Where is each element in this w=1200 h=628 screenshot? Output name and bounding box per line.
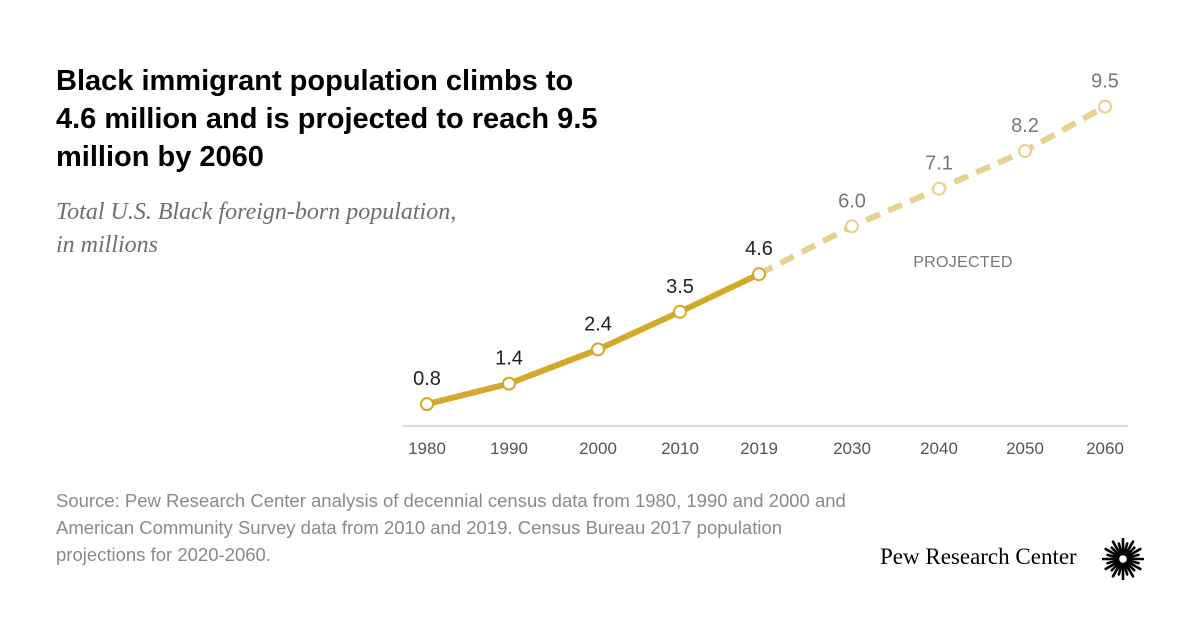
data-label: 1.4 [495,348,523,370]
data-label: 0.8 [413,368,441,390]
x-tick-label: 1980 [408,439,446,458]
x-tick-label: 2040 [920,439,958,458]
x-tick-label: 2050 [1006,439,1044,458]
data-point-marker [591,342,605,357]
x-tick-label: 2019 [740,439,778,458]
data-point-marker [1098,99,1112,114]
data-point-marker [752,267,766,282]
brand-name: Pew Research Center [880,544,1077,569]
x-tick-label: 1990 [490,439,528,458]
pew-logo-icon [1102,538,1144,580]
data-label: 7.1 [925,153,953,175]
x-tick-label: 2030 [833,439,871,458]
x-tick-label: 2000 [579,439,617,458]
data-label: 4.6 [745,238,773,260]
data-point-marker [673,304,687,319]
x-tick-label: 2010 [661,439,699,458]
chart-subtitle: Total U.S. Black foreign-born population… [56,199,457,258]
x-tick-label: 2060 [1086,439,1124,458]
data-label: 8.2 [1011,115,1039,137]
data-label: 3.5 [666,276,694,298]
data-point-marker [845,219,859,234]
data-label: 9.5 [1091,71,1119,93]
data-label: 2.4 [584,313,612,335]
data-point-marker [502,376,516,391]
data-label: 6.0 [838,190,866,212]
data-point-marker [932,181,946,196]
projected-series-line [757,103,1107,277]
data-point-marker [1018,144,1032,159]
chart-title: Black immigrant population climbs to 4.6… [56,65,598,173]
data-point-marker [420,397,434,412]
source-note: Source: Pew Research Center analysis of … [56,490,846,565]
actual-series-line [426,271,761,408]
projected-annotation: PROJECTED [913,254,1013,271]
